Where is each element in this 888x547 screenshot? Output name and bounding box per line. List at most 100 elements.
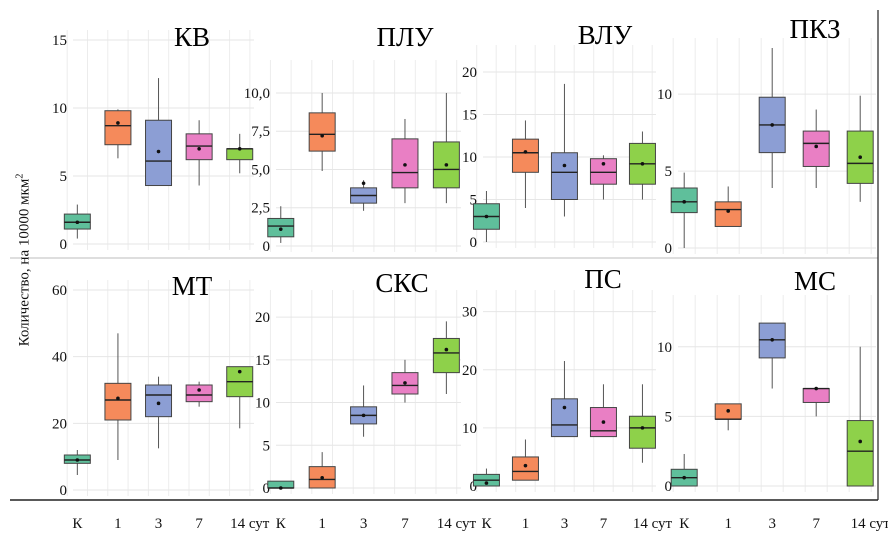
y-tick-label: 0 xyxy=(263,239,271,255)
y-tick-label: 0 xyxy=(470,479,478,495)
mean-point xyxy=(75,220,80,225)
panel-1: 0 2,5 5,0 7,5 10,0 ПЛУ xyxy=(244,22,461,255)
box-4 xyxy=(432,337,460,374)
panel-title: ВЛУ xyxy=(578,20,633,50)
y-tick-label: 60 xyxy=(52,283,67,299)
mean-point xyxy=(562,405,567,410)
mean-point xyxy=(858,439,862,444)
y-tick-label: 2,5 xyxy=(251,201,270,217)
panel-title: КВ xyxy=(174,22,210,52)
y-tick-label: 0 xyxy=(665,241,673,257)
y-tick-label: 20 xyxy=(462,65,477,81)
y-tick-label: 40 xyxy=(52,350,67,366)
y-tick-label: 0 xyxy=(60,483,68,499)
box-2 xyxy=(550,152,578,200)
panel-6: 0 10 20 30 ПС К 1 3 7 14 сут xyxy=(462,264,673,532)
y-tick-label: 15 xyxy=(255,353,270,369)
mean-point xyxy=(523,150,528,154)
mean-point xyxy=(601,420,606,424)
x-tick-label: 1 xyxy=(724,516,732,532)
mean-point xyxy=(444,163,449,167)
y-tick-label: 10 xyxy=(657,87,672,103)
y-tick-label: 10 xyxy=(52,101,67,117)
panel-7: 0 5 10 МС К 1 3 7 14 сут xyxy=(657,266,888,532)
mean-point xyxy=(682,200,686,204)
mean-point xyxy=(156,401,161,406)
mean-point xyxy=(361,413,366,418)
y-tick-label: 10 xyxy=(462,421,477,437)
x-tick-label: 3 xyxy=(360,516,368,532)
mean-point xyxy=(640,162,645,166)
mean-point xyxy=(523,463,528,468)
y-tick-label: 0 xyxy=(60,237,68,253)
y-tick-label: 5 xyxy=(665,164,673,180)
panel-0: 0 5 10 15 КВ xyxy=(52,22,254,253)
x-tick-label: 14 сут xyxy=(230,516,270,532)
x-tick-label: 1 xyxy=(114,516,122,532)
box-1 xyxy=(104,110,132,146)
mean-point xyxy=(640,426,645,430)
y-tick-label: 30 xyxy=(462,305,477,321)
mean-point xyxy=(770,338,774,342)
panel-title: МС xyxy=(794,266,836,296)
mean-point xyxy=(197,388,201,392)
y-tick-label: 20 xyxy=(255,310,270,326)
x-tick-label: 14 сут xyxy=(437,516,477,532)
box-3 xyxy=(185,384,213,403)
panel-4: 0 20 40 60 МТ К 1 3 7 14 сут xyxy=(52,271,270,532)
panel-title: ПКЗ xyxy=(789,14,840,44)
mean-point xyxy=(601,162,606,166)
mean-point xyxy=(116,396,120,401)
box-1 xyxy=(511,456,539,481)
x-tick-label: 14 сут xyxy=(851,516,888,532)
box-4 xyxy=(846,420,874,487)
mean-point xyxy=(237,147,242,151)
box-2 xyxy=(145,384,173,418)
mean-point xyxy=(682,475,686,480)
y-axis-label-text: Количество, на 10000 мкм xyxy=(16,178,33,347)
box-4 xyxy=(628,415,656,449)
x-tick-label: К xyxy=(72,516,83,532)
y-tick-label: 5,0 xyxy=(251,162,270,178)
panel-title: ПС xyxy=(584,264,622,294)
box-1 xyxy=(511,138,539,173)
y-tick-label: 0 xyxy=(665,479,673,495)
mean-point xyxy=(116,121,120,125)
y-axis-label-exponent: 2 xyxy=(14,173,26,179)
mean-point xyxy=(278,486,283,490)
mean-point xyxy=(320,134,324,138)
panel-3: 0 5 10 ПКЗ xyxy=(657,14,876,257)
panel-2: 0 5 10 15 20 ВЛУ xyxy=(462,20,656,251)
mean-point xyxy=(156,149,161,154)
y-tick-label: 10,0 xyxy=(244,86,270,102)
y-axis-label: Количество, на 10000 мкм2 xyxy=(15,174,34,347)
mean-point xyxy=(278,227,283,231)
x-tick-label: 7 xyxy=(812,516,820,532)
box-3 xyxy=(802,130,830,167)
mean-point xyxy=(726,409,730,413)
panel-5: 0 5 10 15 20 СКС К 1 3 7 14 сут xyxy=(255,268,476,532)
mean-point xyxy=(726,209,730,213)
x-tick-label: 7 xyxy=(195,516,203,532)
x-tick-label: 1 xyxy=(522,516,530,532)
x-tick-label: 3 xyxy=(561,516,569,532)
x-tick-label: К xyxy=(276,516,287,532)
y-tick-label: 0 xyxy=(470,235,478,251)
mean-point xyxy=(75,458,80,462)
x-tick-label: 7 xyxy=(600,516,608,532)
y-tick-label: 10 xyxy=(255,396,270,412)
x-tick-label: К xyxy=(679,516,690,532)
y-tick-label: 15 xyxy=(462,108,477,124)
mean-point xyxy=(858,155,862,160)
y-tick-label: 20 xyxy=(462,363,477,379)
y-tick-label: 0 xyxy=(263,481,271,497)
panel-title: МТ xyxy=(172,271,213,301)
mean-point xyxy=(403,163,407,167)
y-tick-label: 5 xyxy=(263,438,271,454)
box-1 xyxy=(714,201,742,227)
mean-point xyxy=(444,347,449,352)
mean-point xyxy=(484,481,489,485)
mean-point xyxy=(403,381,407,385)
x-tick-label: 14 сут xyxy=(633,516,673,532)
